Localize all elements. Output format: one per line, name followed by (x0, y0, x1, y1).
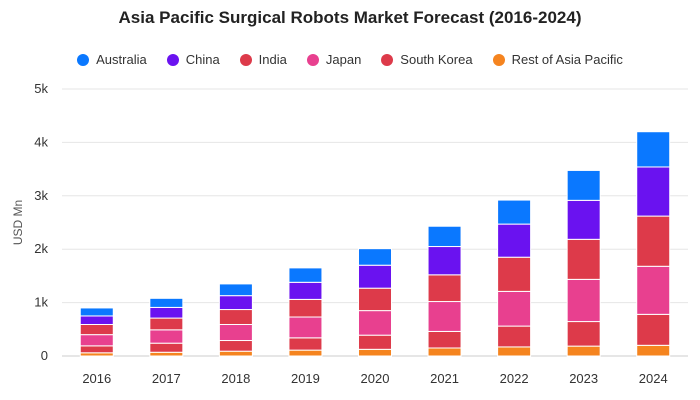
bar-segment (79, 307, 114, 317)
y-tick-label: 0 (41, 348, 48, 363)
bar-segment (288, 281, 323, 300)
bar-segment (218, 350, 253, 357)
legend-label: Japan (325, 52, 362, 67)
bar-segment (497, 223, 532, 258)
bar-segment (636, 166, 671, 217)
bar-segment (636, 313, 671, 346)
bar-segment (427, 301, 462, 332)
bar-segment (288, 337, 323, 351)
bar-segment (358, 334, 392, 350)
bar-segment (427, 274, 462, 303)
bar-segment (427, 225, 462, 248)
chart-title: Asia Pacific Surgical Robots Market Fore… (118, 8, 582, 27)
x-tick-label: 2019 (291, 371, 320, 386)
legend-item[interactable]: Rest of Asia Pacific (492, 52, 623, 67)
bar-segment (358, 310, 392, 336)
bar-segment (497, 256, 532, 292)
bar-segment (427, 347, 462, 357)
legend-swatch (492, 53, 505, 66)
legend-swatch (77, 53, 90, 66)
bar-segment (79, 345, 114, 354)
bar-segment (218, 283, 253, 297)
legend-label: Rest of Asia Pacific (511, 52, 623, 67)
bar-segment (497, 199, 532, 225)
y-tick-label: 5k (34, 81, 48, 96)
bar-segment (149, 297, 184, 308)
bar-segment (149, 351, 184, 357)
bar-segment (566, 321, 601, 347)
bar-segment (497, 325, 532, 348)
legend-label: India (258, 52, 287, 67)
x-tick-label: 2016 (82, 371, 111, 386)
bar-segment (79, 315, 114, 325)
legend-item[interactable]: India (239, 52, 287, 67)
legend-swatch (381, 53, 394, 66)
legend-swatch (306, 53, 319, 66)
legend-swatch (239, 53, 252, 66)
bar-segment (288, 316, 323, 339)
x-tick-label: 2023 (569, 371, 598, 386)
y-axis-title: USD Mn (11, 200, 25, 245)
x-tick-label: 2022 (500, 371, 529, 386)
legend-label: China (185, 52, 220, 67)
bar-segment (566, 169, 601, 201)
bar-segment (566, 238, 601, 280)
bar-segment (79, 323, 114, 336)
y-tick-label: 3k (34, 188, 48, 203)
legend-item[interactable]: China (166, 52, 220, 67)
bar-segment (149, 342, 184, 353)
bar-segment (149, 306, 184, 319)
bar-segment (427, 246, 462, 276)
bar-segment (566, 278, 601, 323)
bar-segment (497, 290, 532, 327)
bar-segment (497, 346, 532, 357)
bar-segment (358, 248, 392, 266)
bar-segment (288, 298, 323, 318)
y-tick-label: 2k (34, 241, 48, 256)
bar-segment (566, 199, 601, 240)
legend-swatch (166, 53, 179, 66)
bar-segment (566, 345, 601, 357)
bar-segment (636, 131, 671, 168)
bar-segment (358, 264, 392, 289)
chart-legend: Australia China India Japan South Korea Rest … (0, 52, 700, 67)
bar-segment (149, 317, 184, 331)
bar-segment (288, 267, 323, 283)
x-tick-label: 2018 (221, 371, 250, 386)
y-tick-label: 4k (34, 134, 48, 149)
bar-segment (636, 344, 671, 357)
bar-segment (149, 329, 184, 344)
bar-segment (636, 265, 671, 315)
bar-segment (427, 330, 462, 349)
x-tick-label: 2020 (361, 371, 390, 386)
bar-segment (358, 287, 392, 312)
bar-segment (218, 309, 253, 325)
x-tick-label: 2017 (152, 371, 181, 386)
legend-item[interactable]: Japan (306, 52, 362, 67)
x-tick-label: 2024 (639, 371, 668, 386)
legend-label: South Korea (400, 52, 473, 67)
legend-item[interactable]: Australia (77, 52, 147, 67)
legend-item[interactable]: South Korea (381, 52, 473, 67)
bar-segment (218, 340, 253, 352)
bar-segment (358, 348, 392, 357)
bar-segment (288, 349, 323, 357)
bar-segment (218, 295, 253, 311)
legend-label: Australia (96, 52, 147, 67)
x-tick-label: 2021 (430, 371, 459, 386)
bar-segment (218, 323, 253, 342)
bar-segment (636, 215, 671, 267)
bar-segment (79, 334, 114, 347)
y-tick-label: 1k (34, 295, 48, 310)
